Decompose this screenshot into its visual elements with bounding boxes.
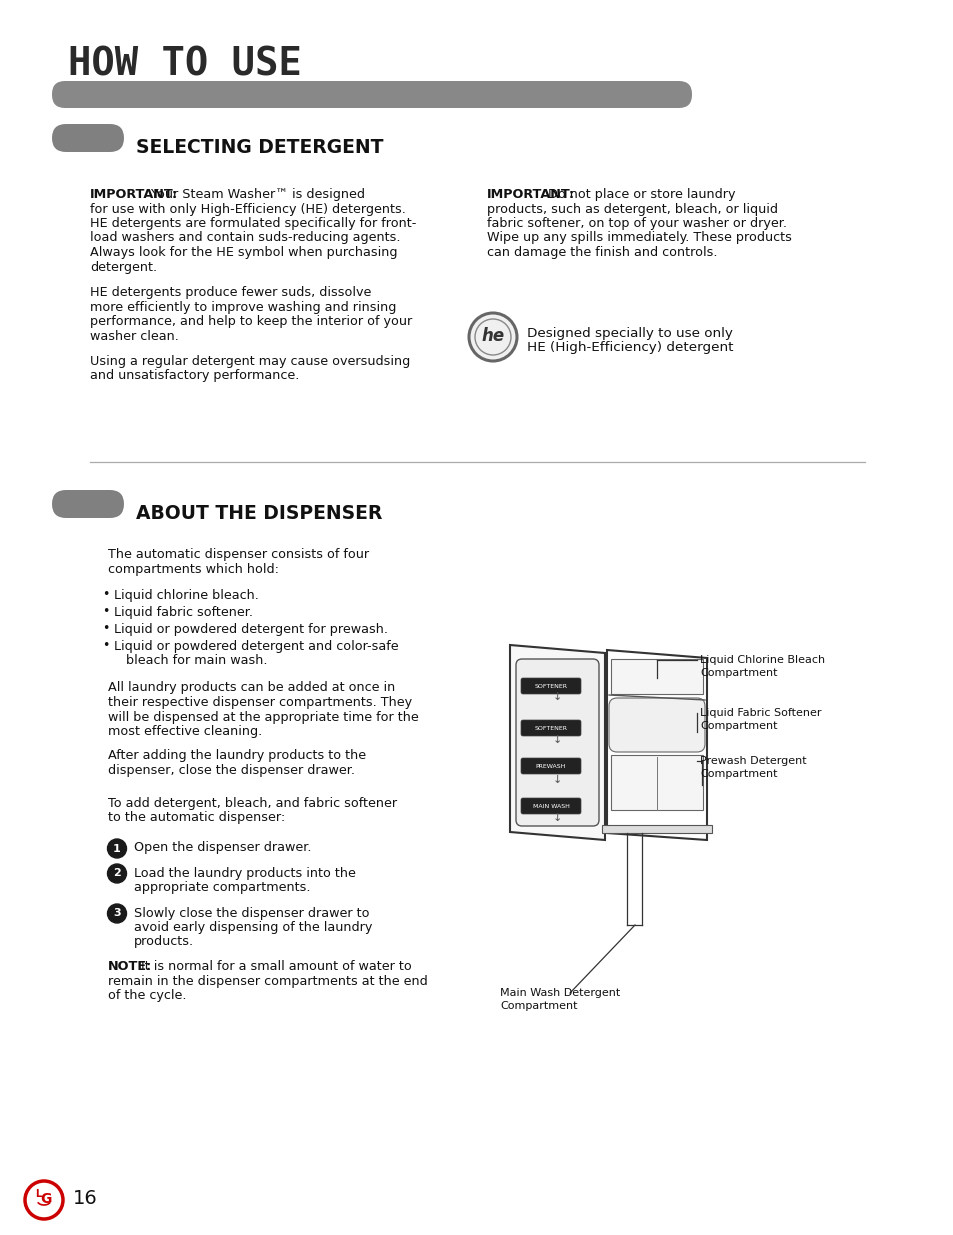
Circle shape (469, 312, 517, 361)
Text: MAIN WASH: MAIN WASH (532, 804, 569, 809)
Text: to the automatic dispenser:: to the automatic dispenser: (108, 811, 285, 824)
Text: dispenser, close the dispenser drawer.: dispenser, close the dispenser drawer. (108, 764, 355, 777)
Text: Liquid or powdered detergent and color-safe: Liquid or powdered detergent and color-s… (113, 640, 398, 653)
Text: 2: 2 (113, 868, 121, 878)
Text: HE (High-Efficiency) detergent: HE (High-Efficiency) detergent (526, 342, 733, 354)
Text: ↓: ↓ (552, 692, 561, 701)
Text: 16: 16 (73, 1189, 97, 1209)
Text: SOFTENER: SOFTENER (534, 725, 567, 730)
Text: Your Steam Washer™ is designed: Your Steam Washer™ is designed (147, 188, 365, 201)
Text: 3: 3 (113, 909, 121, 919)
FancyBboxPatch shape (52, 124, 124, 152)
Text: Load the laundry products into the: Load the laundry products into the (133, 867, 355, 879)
Text: HOW TO USE: HOW TO USE (68, 44, 301, 83)
Text: Always look for the HE symbol when purchasing: Always look for the HE symbol when purch… (90, 246, 397, 259)
FancyBboxPatch shape (520, 758, 580, 774)
Bar (610, 659, 702, 694)
Text: The automatic dispenser consists of four: The automatic dispenser consists of four (108, 548, 369, 561)
Bar (601, 825, 711, 832)
Text: products, such as detergent, bleach, or liquid: products, such as detergent, bleach, or … (486, 203, 778, 215)
Circle shape (25, 1181, 63, 1219)
Text: Wipe up any spills immediately. These products: Wipe up any spills immediately. These pr… (486, 231, 791, 245)
Text: SELECTING DETERGENT: SELECTING DETERGENT (136, 138, 383, 157)
Text: bleach for main wash.: bleach for main wash. (113, 655, 267, 667)
Text: Slowly close the dispenser drawer to: Slowly close the dispenser drawer to (133, 906, 369, 920)
Text: IMPORTANT:: IMPORTANT: (486, 188, 575, 201)
Text: Compartment: Compartment (700, 721, 777, 731)
Text: washer clean.: washer clean. (90, 330, 179, 342)
FancyBboxPatch shape (520, 720, 580, 736)
FancyBboxPatch shape (516, 659, 598, 826)
Text: •: • (102, 588, 110, 601)
Text: NOTE:: NOTE: (108, 961, 152, 973)
Text: avoid early dispensing of the laundry: avoid early dispensing of the laundry (133, 921, 372, 934)
Text: he: he (481, 327, 504, 345)
Text: Liquid Fabric Softener: Liquid Fabric Softener (700, 708, 821, 718)
Text: After adding the laundry products to the: After adding the laundry products to the (108, 750, 366, 762)
Text: ABOUT THE DISPENSER: ABOUT THE DISPENSER (136, 504, 382, 522)
Text: their respective dispenser compartments. They: their respective dispenser compartments.… (108, 697, 412, 709)
Text: •: • (102, 622, 110, 635)
Text: ↓: ↓ (552, 776, 561, 785)
Polygon shape (606, 650, 706, 840)
Text: detergent.: detergent. (90, 261, 157, 273)
Text: compartments which hold:: compartments which hold: (108, 562, 278, 576)
Text: Liquid chlorine bleach.: Liquid chlorine bleach. (113, 589, 258, 601)
Text: Liquid fabric softener.: Liquid fabric softener. (113, 606, 253, 619)
Text: All laundry products can be added at once in: All laundry products can be added at onc… (108, 682, 395, 694)
Text: 1: 1 (113, 844, 121, 853)
Text: SOFTENER: SOFTENER (534, 683, 567, 688)
Text: more efficiently to improve washing and rinsing: more efficiently to improve washing and … (90, 300, 395, 314)
Text: It is normal for a small amount of water to: It is normal for a small amount of water… (136, 961, 411, 973)
Text: PREWASH: PREWASH (536, 763, 565, 768)
Circle shape (108, 864, 127, 883)
Text: ↓: ↓ (552, 813, 561, 823)
Text: products.: products. (133, 935, 193, 948)
Text: Do not place or store laundry: Do not place or store laundry (543, 188, 735, 201)
Text: Compartment: Compartment (499, 1002, 577, 1011)
Text: performance, and help to keep the interior of your: performance, and help to keep the interi… (90, 315, 412, 329)
FancyBboxPatch shape (608, 698, 704, 752)
FancyBboxPatch shape (520, 798, 580, 814)
Text: Main Wash Detergent: Main Wash Detergent (499, 988, 619, 998)
Text: Prewash Detergent: Prewash Detergent (700, 756, 806, 766)
Text: remain in the dispenser compartments at the end: remain in the dispenser compartments at … (108, 974, 427, 988)
Bar (610, 755, 702, 810)
Circle shape (108, 839, 127, 858)
Text: can damage the finish and controls.: can damage the finish and controls. (486, 246, 717, 259)
Text: most effective cleaning.: most effective cleaning. (108, 725, 262, 739)
Text: appropriate compartments.: appropriate compartments. (133, 881, 310, 894)
Text: Liquid Chlorine Bleach: Liquid Chlorine Bleach (700, 655, 824, 664)
FancyBboxPatch shape (520, 678, 580, 694)
Text: Open the dispenser drawer.: Open the dispenser drawer. (133, 841, 312, 855)
Text: To add detergent, bleach, and fabric softener: To add detergent, bleach, and fabric sof… (108, 797, 396, 809)
Text: load washers and contain suds-reducing agents.: load washers and contain suds-reducing a… (90, 231, 400, 245)
FancyBboxPatch shape (52, 490, 124, 517)
Text: of the cycle.: of the cycle. (108, 989, 186, 1003)
Text: •: • (102, 638, 110, 652)
Text: G: G (40, 1192, 51, 1207)
Text: for use with only High-Efficiency (HE) detergents.: for use with only High-Efficiency (HE) d… (90, 203, 405, 215)
Text: HE detergents are formulated specifically for front-: HE detergents are formulated specificall… (90, 217, 416, 230)
Text: Compartment: Compartment (700, 668, 777, 678)
Text: L: L (35, 1189, 41, 1199)
Text: Liquid or powdered detergent for prewash.: Liquid or powdered detergent for prewash… (113, 622, 388, 636)
Text: Using a regular detergent may cause oversudsing: Using a regular detergent may cause over… (90, 354, 410, 368)
Text: ↓: ↓ (552, 735, 561, 745)
Text: •: • (102, 605, 110, 618)
Circle shape (108, 904, 127, 923)
Text: Compartment: Compartment (700, 769, 777, 779)
Text: HE detergents produce fewer suds, dissolve: HE detergents produce fewer suds, dissol… (90, 287, 371, 299)
Polygon shape (510, 645, 604, 840)
Text: Designed specially to use only: Designed specially to use only (526, 327, 732, 340)
Text: will be dispensed at the appropriate time for the: will be dispensed at the appropriate tim… (108, 710, 418, 724)
Text: IMPORTANT:: IMPORTANT: (90, 188, 178, 201)
Text: fabric softener, on top of your washer or dryer.: fabric softener, on top of your washer o… (486, 217, 786, 230)
Text: and unsatisfactory performance.: and unsatisfactory performance. (90, 369, 299, 383)
FancyBboxPatch shape (52, 82, 691, 107)
